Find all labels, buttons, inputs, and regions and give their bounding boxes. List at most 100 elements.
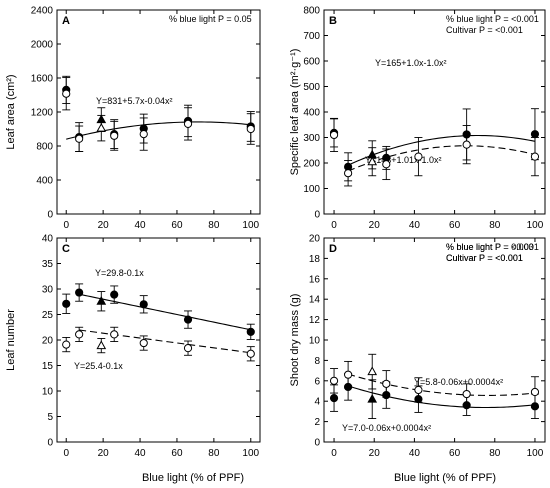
fit-line xyxy=(347,385,536,409)
y-tick-label: 14 xyxy=(309,295,321,306)
data-point xyxy=(183,344,193,353)
data-point xyxy=(344,169,353,178)
data-point xyxy=(329,394,339,403)
y-tick-label: 12 xyxy=(309,315,321,326)
y-tick-label: 25 xyxy=(42,310,54,321)
y-tick-label: 700 xyxy=(303,31,320,42)
y-tick-label: 0 xyxy=(314,210,320,221)
y-tick-label: 2 xyxy=(314,417,320,428)
x-tick-label: 60 xyxy=(449,220,461,231)
y-tick-label: 5 xyxy=(47,412,53,423)
plot-frame xyxy=(56,9,261,215)
panel-letter: A xyxy=(62,15,70,27)
x-tick-label: 60 xyxy=(171,448,183,459)
stats-text: Cultivar P = <0.001 xyxy=(446,253,523,263)
x-tick-label: 0 xyxy=(331,220,337,231)
x-tick-label: 100 xyxy=(242,220,259,231)
fit-line xyxy=(66,121,251,140)
x-tick-label: 60 xyxy=(449,448,461,459)
y-tick-label: 600 xyxy=(303,57,320,68)
x-tick-label: 20 xyxy=(369,448,381,459)
y-tick-label: 0 xyxy=(47,210,53,221)
panel-letter: C xyxy=(62,243,70,255)
data-point xyxy=(382,379,391,388)
y-tick-label: 500 xyxy=(303,82,320,93)
x-tick-label: 100 xyxy=(527,448,544,459)
plot-frame xyxy=(323,9,546,215)
data-point xyxy=(75,330,84,339)
x-tick-label: 20 xyxy=(98,220,110,231)
stats-text: Cultivar P = <0.001 xyxy=(446,253,523,263)
x-tick-label: 60 xyxy=(171,220,183,231)
data-point xyxy=(367,156,378,166)
fit-label: Y=143+1.01x-1.0x² xyxy=(365,155,442,165)
data-point xyxy=(414,385,423,395)
data-point xyxy=(329,130,339,140)
y-tick-label: 18 xyxy=(309,254,321,265)
data-point xyxy=(414,152,423,161)
y-tick-label: 0 xyxy=(47,438,53,449)
data-point xyxy=(246,327,255,336)
plot-frame xyxy=(323,237,546,443)
data-point xyxy=(183,119,193,129)
fit-label: Y=5.8-0.06x+0.0004x² xyxy=(414,377,503,387)
panel-letter: B xyxy=(329,15,337,27)
y-tick-label: 4 xyxy=(314,397,320,408)
y-tick-label: 100 xyxy=(303,184,320,195)
fit-line xyxy=(347,373,536,396)
data-point xyxy=(344,370,353,379)
fit-line xyxy=(79,293,251,331)
y-tick-label: 400 xyxy=(36,176,53,187)
y-tick-label: 30 xyxy=(42,285,54,296)
y-tick-label: 200 xyxy=(303,159,320,170)
fit-line xyxy=(347,145,536,172)
fit-label: Y=25.4-0.1x xyxy=(74,361,123,371)
data-point xyxy=(62,299,71,308)
data-point xyxy=(530,152,540,161)
y-tick-label: 8 xyxy=(314,356,320,367)
x-tick-label: 0 xyxy=(63,220,69,231)
x-tick-label: 40 xyxy=(134,220,146,231)
x-tick-label: 0 xyxy=(331,448,337,459)
stats-text: % blue light P = 0.003 xyxy=(446,242,534,252)
fit-label: Y=165+1.0x-1.0x² xyxy=(375,58,447,68)
x-axis-label-left: Blue light (% of PPF) xyxy=(142,472,244,484)
data-point xyxy=(139,130,148,139)
data-point xyxy=(382,160,391,169)
data-point xyxy=(139,300,148,309)
y-tick-label: 20 xyxy=(309,234,321,245)
y-tick-label: 20 xyxy=(42,336,54,347)
data-point xyxy=(110,290,119,299)
stats-text: Cultivar P = <0.001 xyxy=(446,25,523,35)
data-point xyxy=(183,315,193,324)
panel-letter: D xyxy=(329,243,337,255)
y-tick-label: 10 xyxy=(42,387,54,398)
data-point xyxy=(110,330,119,339)
data-point xyxy=(75,134,84,143)
y-tick-label: 1600 xyxy=(31,74,54,85)
panel-D: 0 2 4 6 8 10 12 14 16 18 20 0 20 40 60 80 100 Shoot dry m… xyxy=(289,234,546,459)
x-tick-label: 40 xyxy=(409,220,421,231)
data-point xyxy=(96,340,107,350)
y-tick-label: 15 xyxy=(42,361,54,372)
y-tick-label: 800 xyxy=(36,142,53,153)
x-tick-label: 80 xyxy=(489,220,501,231)
x-tick-label: 100 xyxy=(242,448,259,459)
data-point xyxy=(462,140,471,149)
stats-text: % blue light P = <0.001 xyxy=(446,242,539,252)
y-tick-label: 40 xyxy=(42,234,54,245)
panel-A: 0 400 800 1200 1600 2000 2400 0 20 40 60 80 100 Leaf … xyxy=(5,6,261,231)
data-point xyxy=(530,130,540,139)
stats-text: % blue light P = 0.05 xyxy=(169,14,252,24)
data-point xyxy=(367,393,378,403)
data-point xyxy=(139,338,148,348)
x-axis-label-right: Blue light (% of PPF) xyxy=(394,472,496,484)
y-tick-label: 35 xyxy=(42,259,54,270)
fit-line xyxy=(347,134,536,166)
x-tick-label: 100 xyxy=(527,220,544,231)
data-point xyxy=(62,340,71,349)
data-point xyxy=(329,376,339,385)
